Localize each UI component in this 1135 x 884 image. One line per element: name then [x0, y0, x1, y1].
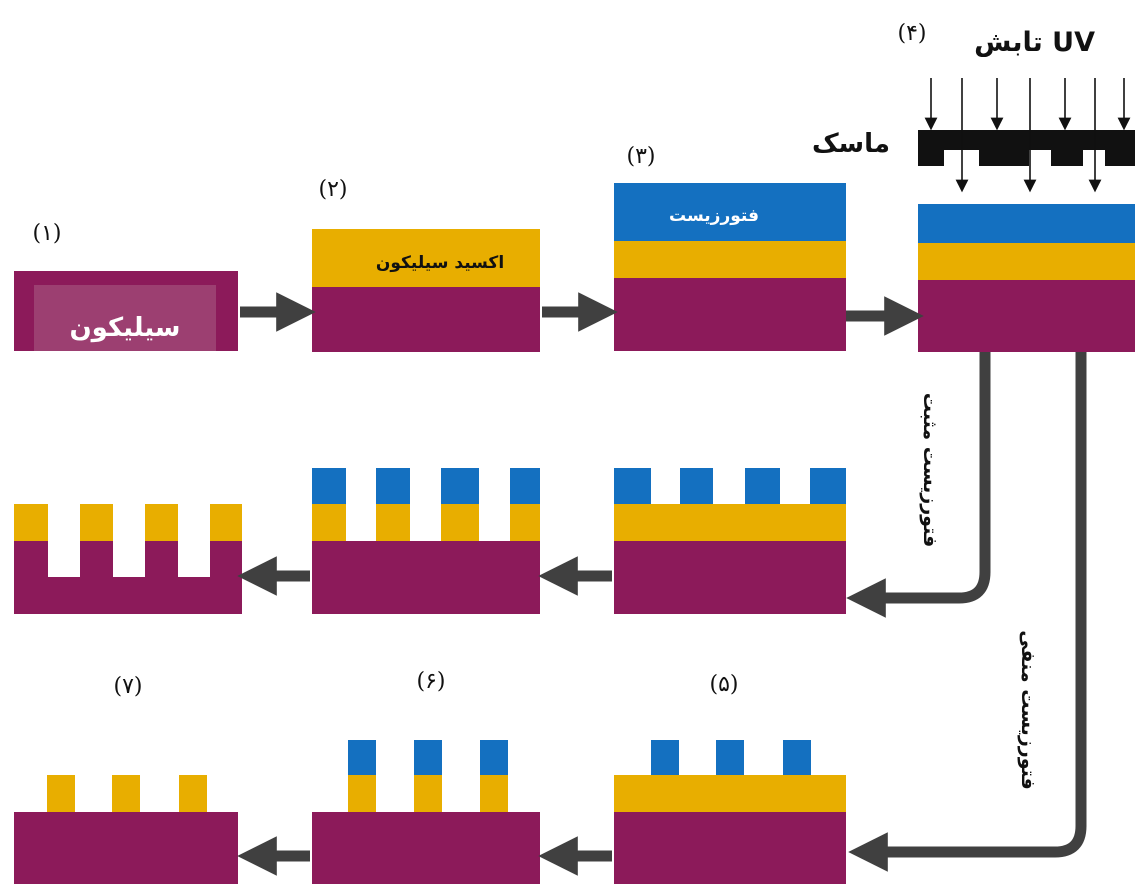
oxide-block [145, 504, 178, 541]
photoresist-block [745, 468, 780, 504]
oxide-layer [312, 229, 540, 287]
row-1-arrows [240, 292, 924, 336]
step-1-number: (۱) [33, 221, 62, 246]
oxide-block [480, 775, 508, 812]
step-5-number: (۵) [710, 672, 739, 697]
step-4-wafer [918, 204, 1135, 352]
silicon-layer [614, 278, 846, 351]
oxide-block [14, 504, 48, 541]
oxide-block [112, 775, 140, 812]
silicon-trenched [14, 541, 242, 614]
positive-final-wafer [14, 504, 242, 614]
step-6-wafer [312, 740, 540, 884]
oxide-block [414, 775, 442, 812]
oxide-block [441, 504, 479, 541]
photomask [918, 130, 1135, 166]
step-6-number: (۶) [417, 669, 446, 694]
photoresist-block [376, 468, 410, 504]
silicon-label: سیلیکون [69, 313, 180, 343]
oxide-block [510, 504, 540, 541]
photoresist-block [414, 740, 442, 775]
step-5-wafer [614, 740, 846, 884]
uv-label: تابش UV [974, 27, 1095, 58]
photoresist-layer [614, 183, 846, 241]
oxide-layer [614, 504, 846, 541]
step-2-number: (۲) [319, 177, 348, 202]
negative-path-arrow [848, 352, 1087, 872]
positive-etch-oxide-wafer [312, 468, 540, 614]
step-4-number: (۴) [898, 21, 927, 46]
photoresist-block [716, 740, 744, 775]
photoresist-layer [918, 204, 1135, 243]
silicon-layer [614, 541, 846, 614]
photoresist-block [783, 740, 811, 775]
negative-resist-label: فتورزیست منفی [1017, 630, 1039, 790]
step-3-number: (۳) [627, 144, 656, 169]
step-7-wafer [14, 775, 238, 884]
step-7-number: (۷) [114, 674, 143, 699]
photoresist-block [614, 468, 651, 504]
oxide-block [348, 775, 376, 812]
mask-label: ماسک [812, 129, 890, 159]
step-2-wafer: اکسید سیلیکون [312, 229, 540, 352]
silicon-layer [312, 287, 540, 352]
photoresist-block [810, 468, 846, 504]
silicon-layer [312, 812, 540, 884]
positive-resist-label: فتورزیست مثبت [919, 393, 941, 548]
silicon-layer [918, 280, 1135, 352]
photoresist-block [480, 740, 508, 775]
positive-path-arrow [846, 352, 991, 618]
step-3-wafer: فتورزیست [614, 183, 846, 351]
silicon-layer [14, 812, 238, 884]
photoresist-block [312, 468, 346, 504]
silicon-layer [312, 541, 540, 614]
photoresist-block [510, 468, 540, 504]
photoresist-block [651, 740, 679, 775]
silicon-oxide-label: اکسید سیلیکون [376, 253, 504, 273]
oxide-block [179, 775, 207, 812]
uv-rays [924, 78, 1131, 193]
photoresist-block [348, 740, 376, 775]
oxide-layer [614, 241, 846, 278]
photoresist-label: فتورزیست [669, 206, 759, 226]
oxide-layer [918, 243, 1135, 280]
silicon-label-box [34, 285, 216, 351]
process-paths [846, 352, 1087, 872]
step-1-wafer: سیلیکون [14, 271, 238, 351]
oxide-block [210, 504, 242, 541]
positive-develop-wafer [614, 468, 846, 614]
oxide-layer [614, 775, 846, 812]
oxide-block [376, 504, 410, 541]
oxide-block [312, 504, 346, 541]
photoresist-block [441, 468, 479, 504]
photoresist-block [680, 468, 713, 504]
silicon-layer [614, 812, 846, 884]
oxide-block [47, 775, 75, 812]
oxide-block [80, 504, 113, 541]
